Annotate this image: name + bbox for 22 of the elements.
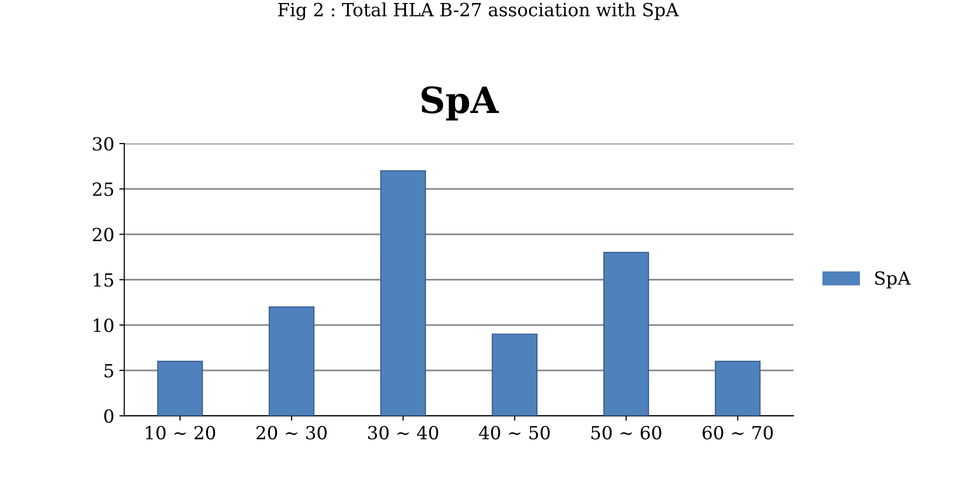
y-tick-label: 25 xyxy=(92,182,114,196)
legend-label: SpA xyxy=(875,271,911,288)
y-tick-label: 0 xyxy=(104,409,114,423)
y-tick-label: 5 xyxy=(104,364,114,378)
bar xyxy=(380,170,426,416)
x-tick-label: 30 ~ 40 xyxy=(368,426,438,440)
bar xyxy=(157,360,203,416)
chart-title: SpA xyxy=(422,86,499,121)
x-tick-label: 60 ~ 70 xyxy=(702,426,773,440)
y-tick-label: 20 xyxy=(92,228,114,242)
bar xyxy=(492,334,538,416)
bar xyxy=(714,360,761,416)
y-tick-label: 30 xyxy=(92,137,114,151)
x-tick-label: 50 ~ 60 xyxy=(591,426,662,440)
caption: Fig 2 : Total HLA B-27 association with SpA xyxy=(278,2,679,20)
x-tick-label: 20 ~ 30 xyxy=(256,426,327,440)
bar xyxy=(603,252,650,416)
x-tick-label: 40 ~ 50 xyxy=(478,426,550,440)
bar xyxy=(268,306,314,416)
y-tick-label: 10 xyxy=(94,318,114,332)
x-tick-label: 10 ~ 20 xyxy=(146,426,216,440)
y-tick-label: 15 xyxy=(94,273,114,287)
